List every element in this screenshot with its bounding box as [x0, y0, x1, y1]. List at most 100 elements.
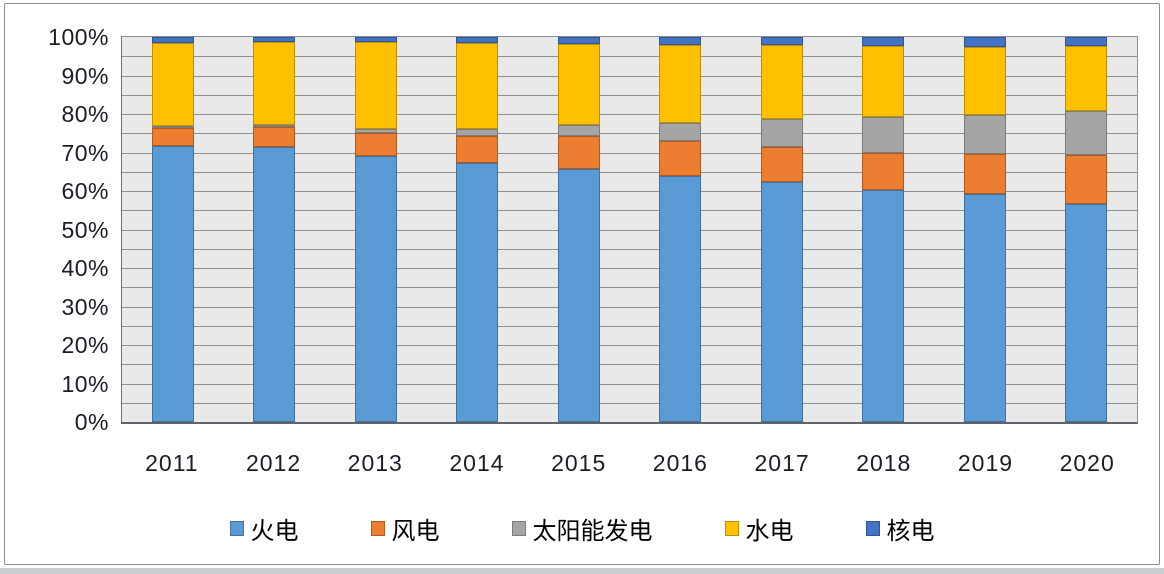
stacked-bar	[1065, 37, 1108, 422]
legend-swatch-icon	[865, 521, 880, 536]
bar-segment-水电	[963, 46, 1006, 115]
stacked-bar	[253, 37, 296, 422]
bar-segment-水电	[253, 42, 296, 125]
x-tick-label: 2017	[754, 450, 810, 476]
bar-segment-太阳能发电	[659, 122, 702, 141]
bar-segment-风电	[659, 140, 702, 176]
legend-item-核电: 核电	[865, 511, 935, 546]
legend-item-太阳能发电: 太阳能发电	[511, 511, 653, 546]
bar-column-2017	[731, 37, 833, 422]
x-tick-label: 2015	[551, 450, 607, 476]
bar-segment-太阳能发电	[963, 114, 1006, 155]
bar-segment-水电	[659, 45, 702, 123]
gridline	[122, 325, 1137, 327]
x-tick-label: 2011	[145, 450, 199, 476]
bar-segment-风电	[760, 147, 803, 183]
bar-column-2011	[122, 37, 224, 422]
gridline	[122, 75, 1137, 77]
bar-segment-风电	[862, 152, 905, 191]
stacked-bar	[659, 37, 702, 422]
bar-segment-风电	[1065, 154, 1108, 205]
bar-segment-水电	[760, 45, 803, 119]
gridline	[122, 171, 1137, 173]
bar-segment-水电	[456, 42, 499, 129]
bar-segment-火电	[659, 175, 702, 422]
y-tick-label: 40%	[61, 255, 109, 281]
x-tick-label: 2020	[1059, 450, 1115, 476]
plot-area	[121, 36, 1138, 424]
gridline	[122, 210, 1137, 212]
legend-label: 水电	[745, 518, 794, 545]
bar-column-2012	[224, 37, 326, 422]
bar-segment-太阳能发电	[557, 125, 600, 136]
legend-item-火电: 火电	[229, 511, 299, 546]
gridline	[122, 94, 1137, 96]
bar-segment-核电	[1065, 37, 1108, 46]
bar-segment-风电	[151, 128, 194, 146]
bar-segment-核电	[557, 37, 600, 44]
x-tick-label: 2014	[449, 450, 505, 476]
y-tick-label: 50%	[61, 216, 109, 243]
bar-segment-火电	[963, 194, 1006, 422]
bars-layer	[122, 37, 1137, 422]
legend-label: 风电	[391, 518, 440, 545]
gridline	[122, 268, 1137, 269]
gridline	[122, 152, 1137, 154]
y-tick-label: 0%	[74, 409, 109, 435]
gridline	[122, 191, 1137, 192]
y-tick-label: 20%	[61, 332, 109, 358]
legend-label: 火电	[250, 518, 299, 545]
bar-column-2018	[833, 37, 935, 422]
y-tick-label: 80%	[61, 101, 109, 127]
gridline	[122, 306, 1137, 308]
stacked-bar	[963, 37, 1006, 422]
legend-item-水电: 水电	[724, 511, 794, 546]
bar-segment-水电	[354, 42, 397, 129]
stacked-bar	[354, 37, 397, 422]
legend-label: 太阳能发电	[532, 518, 653, 545]
legend-swatch-icon	[511, 521, 526, 536]
bar-segment-核电	[862, 37, 905, 47]
bar-segment-火电	[760, 182, 803, 422]
bar-segment-火电	[253, 147, 296, 422]
stacked-bar	[760, 37, 803, 422]
bar-segment-太阳能发电	[862, 117, 905, 153]
bottom-strip	[0, 568, 1164, 574]
bar-segment-水电	[1065, 45, 1108, 111]
bar-segment-核电	[253, 37, 296, 42]
bar-segment-风电	[253, 126, 296, 148]
bar-segment-太阳能发电	[354, 128, 397, 134]
legend-label: 核电	[886, 518, 935, 545]
bar-segment-核电	[456, 37, 499, 43]
stacked-bar	[862, 37, 905, 422]
gridline	[122, 229, 1137, 231]
bar-segment-核电	[354, 37, 397, 43]
bar-segment-核电	[659, 37, 702, 46]
bar-column-2016	[630, 37, 732, 422]
legend-swatch-icon	[370, 521, 385, 536]
y-tick-label: 10%	[61, 370, 109, 397]
gridline	[122, 364, 1137, 366]
gridline	[122, 56, 1137, 58]
bar-column-2019	[934, 37, 1036, 422]
bar-segment-太阳能发电	[456, 129, 499, 136]
y-tick-label: 70%	[61, 139, 109, 166]
stacked-bar	[151, 37, 194, 422]
x-tick-label: 2018	[856, 450, 912, 476]
bar-column-2013	[325, 37, 427, 422]
bar-segment-核电	[963, 37, 1006, 47]
stacked-bar	[557, 37, 600, 422]
legend-item-风电: 风电	[370, 511, 440, 546]
bar-segment-太阳能发电	[151, 126, 194, 129]
gridline	[122, 114, 1137, 115]
gridline	[122, 133, 1137, 135]
bar-segment-风电	[963, 154, 1006, 195]
bar-segment-风电	[456, 135, 499, 163]
legend-swatch-icon	[229, 521, 244, 536]
x-tick-label: 2016	[652, 450, 708, 476]
bar-segment-火电	[354, 156, 397, 422]
y-tick-label: 60%	[61, 178, 109, 204]
stacked-bar	[456, 37, 499, 422]
bar-segment-火电	[862, 190, 905, 422]
